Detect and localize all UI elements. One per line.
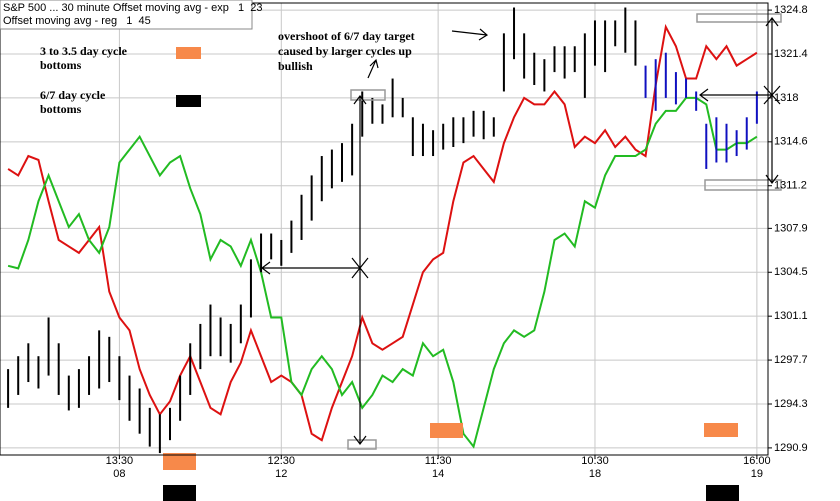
arrow bbox=[353, 95, 367, 445]
y-tick-label: 1311.2 bbox=[774, 180, 807, 192]
cycle-marker bbox=[163, 453, 196, 470]
date-tick-label: 19 bbox=[751, 468, 763, 480]
legend-label: bottoms bbox=[40, 102, 82, 116]
y-tick-label: 1318 bbox=[774, 92, 798, 104]
y-tick-label: 1297.7 bbox=[774, 354, 808, 366]
legend: 3 to 3.5 day cycle bottoms 6/7 day cycle… bbox=[40, 44, 128, 116]
date-tick-label: 12 bbox=[275, 468, 287, 480]
annotation-text: caused by larger cycles up bbox=[278, 44, 412, 58]
annotation-text: overshoot of 6/7 day target bbox=[278, 29, 415, 43]
y-tick-label: 1301.1 bbox=[774, 310, 808, 322]
legend-swatch bbox=[176, 95, 201, 107]
x-tick-label: 10:30 bbox=[581, 455, 609, 467]
legend-label: 3 to 3.5 day cycle bbox=[40, 44, 128, 58]
target-box bbox=[696, 13, 782, 23]
header: S&P 500 ... 30 minute Offset moving avg … bbox=[0, 0, 262, 30]
target-box bbox=[347, 439, 377, 450]
header-box bbox=[0, 0, 253, 30]
y-tick-label: 1290.9 bbox=[774, 442, 808, 454]
date-tick-label: 08 bbox=[113, 468, 125, 480]
plot-layer bbox=[7, 7, 758, 454]
ma-line bbox=[7, 96, 758, 449]
cycle-marker bbox=[704, 423, 738, 437]
chart-subtitle: Offset moving avg - reg 1 45 bbox=[3, 15, 151, 27]
chart-title: S&P 500 ... 30 minute Offset moving avg … bbox=[3, 2, 262, 14]
cycle-marker bbox=[430, 423, 463, 438]
date-tick-label: 18 bbox=[589, 468, 601, 480]
y-tick-label: 1324.8 bbox=[774, 4, 808, 16]
annotation-text: bullish bbox=[278, 59, 313, 73]
legend-swatch bbox=[176, 47, 201, 59]
ma-line bbox=[7, 23, 758, 442]
cycle-marker bbox=[706, 485, 739, 501]
y-tick-label: 1307.9 bbox=[774, 222, 808, 234]
grid bbox=[0, 3, 768, 455]
annotation-shapes bbox=[347, 13, 782, 450]
x-tick-label: 13:30 bbox=[106, 455, 134, 467]
cycle-marker bbox=[163, 485, 196, 501]
target-box bbox=[350, 89, 386, 101]
arrow bbox=[699, 85, 781, 105]
date-tick-label: 14 bbox=[432, 468, 444, 480]
x-tick-label: 12:30 bbox=[268, 455, 296, 467]
arrow bbox=[451, 28, 489, 41]
y-tick-label: 1294.3 bbox=[774, 398, 808, 410]
arrow bbox=[367, 58, 379, 79]
arrow bbox=[261, 257, 369, 279]
y-tick-label: 1321.4 bbox=[774, 48, 808, 60]
y-tick-label: 1304.5 bbox=[774, 266, 808, 278]
cycle-markers bbox=[163, 423, 739, 501]
plot-frame bbox=[0, 2, 769, 456]
y-tick-label: 1314.6 bbox=[774, 136, 808, 148]
x-tick-label: 11:30 bbox=[425, 455, 452, 467]
annotation: overshoot of 6/7 day target caused by la… bbox=[278, 29, 415, 73]
legend-label: 6/7 day cycle bbox=[40, 88, 106, 102]
target-box bbox=[704, 179, 782, 191]
legend-label: bottoms bbox=[40, 58, 82, 72]
x-tick-label: 16:00 bbox=[743, 455, 771, 467]
